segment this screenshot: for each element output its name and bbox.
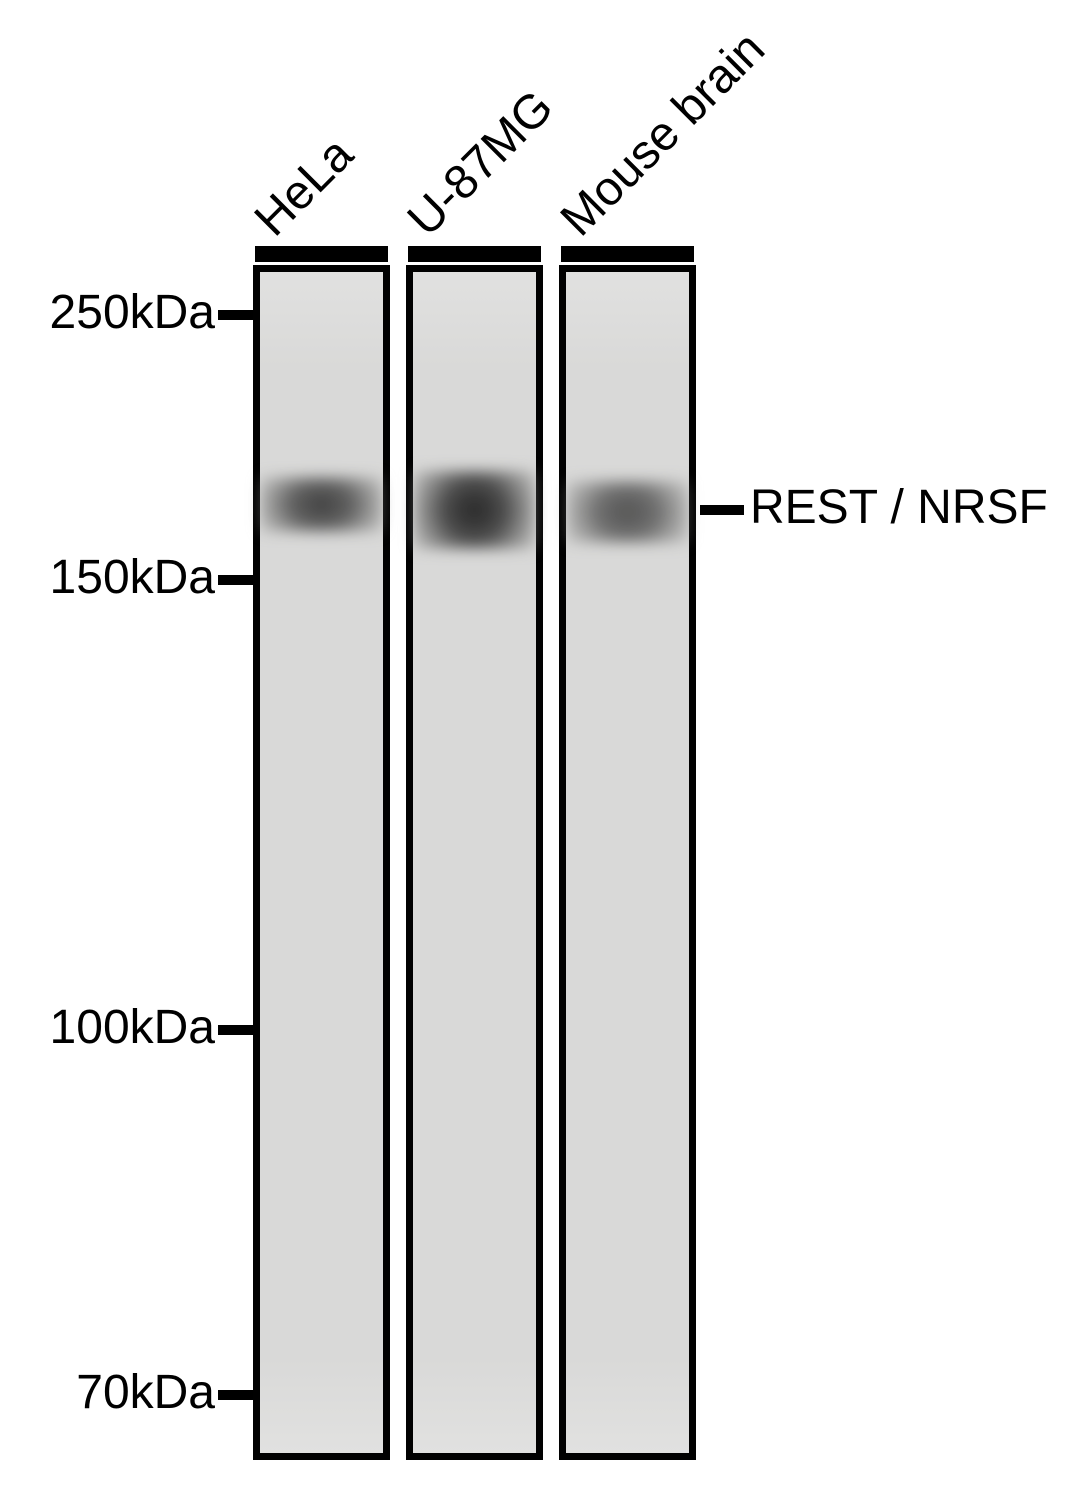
lane-top-bar-2 <box>408 246 541 262</box>
mw-tick-150 <box>218 575 253 585</box>
mw-tick-100 <box>218 1025 253 1035</box>
mw-text: 250kDa <box>50 286 215 339</box>
protein-tick <box>700 505 744 515</box>
mw-text: 70kDa <box>76 1366 215 1419</box>
mw-text: 100kDa <box>50 1001 215 1054</box>
lane-label-text: U-87MG <box>398 81 564 247</box>
band-1 <box>260 477 383 532</box>
lane-top-bar-3 <box>561 246 694 262</box>
lane-top-bar-1 <box>255 246 388 262</box>
lane-2 <box>406 265 543 1460</box>
mw-tick-70 <box>218 1390 253 1400</box>
mw-label-250: 250kDa <box>0 285 215 340</box>
lane-label-2: U-87MG <box>397 80 564 247</box>
mw-text: 150kDa <box>50 551 215 604</box>
mw-label-150: 150kDa <box>0 550 215 605</box>
band-2 <box>413 471 536 549</box>
mw-label-70: 70kDa <box>0 1365 215 1420</box>
protein-label: REST / NRSF <box>750 480 1048 535</box>
protein-text: REST / NRSF <box>750 481 1048 534</box>
band-3 <box>566 481 689 543</box>
lane-3 <box>559 265 696 1460</box>
lane-label-text: HeLa <box>245 128 364 247</box>
mw-label-100: 100kDa <box>0 1000 215 1055</box>
mw-tick-250 <box>218 310 253 320</box>
lane-label-1: HeLa <box>244 127 364 247</box>
lane-label-text: Mouse brain <box>551 22 775 246</box>
lane-label-3: Mouse brain <box>550 21 776 247</box>
lane-1 <box>253 265 390 1460</box>
blot-figure: HeLa U-87MG Mouse brain 250kDa 150kDa 10… <box>0 0 1080 1495</box>
